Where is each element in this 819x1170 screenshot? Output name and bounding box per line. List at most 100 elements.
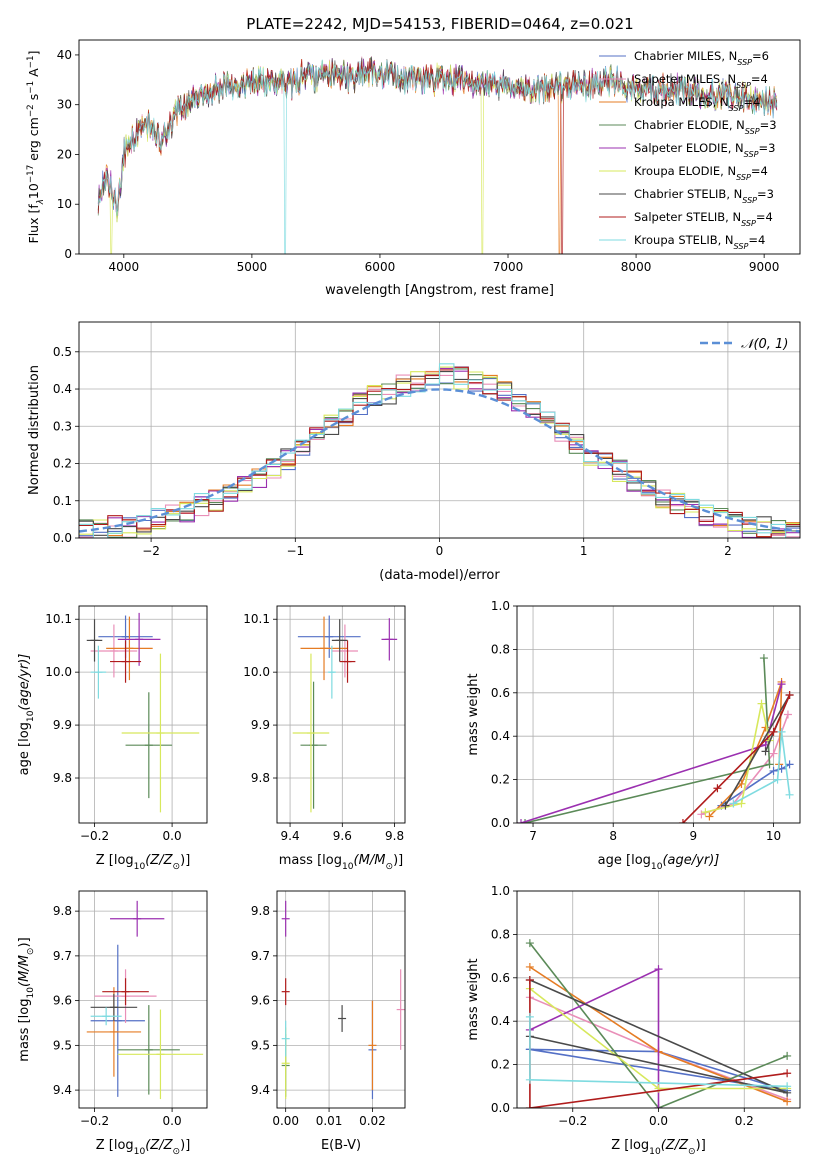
x-tick-label: 0 <box>436 544 444 558</box>
label-part: Kroupa MILES, N <box>634 95 729 109</box>
x-tick-label: 2 <box>724 544 732 558</box>
label-part: 10 <box>26 987 36 999</box>
data-point <box>705 812 714 821</box>
label-part: s <box>26 94 41 105</box>
y-tick-label: 30 <box>57 98 72 112</box>
label-part: SSP <box>745 127 760 136</box>
label-part: (M/M <box>354 853 386 868</box>
y-tick-label: 0.8 <box>491 927 510 941</box>
label-part: SSP <box>734 242 749 251</box>
label-part: Salpeter MILES, N <box>634 72 736 86</box>
chart-mass-vs-Z: −0.2 0.09.49.59.69.79.8Z [log10(Z/Z⊙)]mas… <box>17 890 208 1157</box>
legend-entry: Chabrier STELIB, NSSP=3 <box>634 187 774 205</box>
data-point <box>765 760 774 769</box>
label-part: =4 <box>743 95 760 109</box>
data-point <box>769 749 778 758</box>
x-tick-label: 9000 <box>749 260 780 274</box>
y-axis-label: mass [log10(M/M⊙)] <box>17 937 36 1061</box>
label-part: =4 <box>751 72 768 86</box>
axes-frame <box>276 890 406 1109</box>
label-part: Salpeter ELODIE, N <box>634 141 744 155</box>
y-tick-label: 40 <box>57 48 72 62</box>
label-part: Salpeter STELIB, N <box>634 210 741 224</box>
x-tick-label: 0.01 <box>316 1114 343 1128</box>
y-axis-label: mass weight <box>466 673 481 755</box>
figure-title: PLATE=2242, MJD=54153, FIBERID=0464, z=0… <box>246 15 633 33</box>
data-point <box>721 801 730 810</box>
histogram-group <box>79 363 800 538</box>
data-point <box>525 939 534 948</box>
label-part: Z [log <box>96 853 134 868</box>
data-point <box>783 710 792 719</box>
spectrum-series-group <box>97 56 778 254</box>
chart-spectrum: 4000 5000 6000 7000 8000 9000 0 10 20 30 40 Chabrie… <box>26 39 801 298</box>
y-axis-label: age [log10(age/yr)] <box>17 654 36 776</box>
x-tick-label: 9.6 <box>333 829 352 843</box>
data-point <box>785 690 794 699</box>
x-tick-label: 1 <box>580 544 588 558</box>
data-point <box>785 790 794 799</box>
legend-entry: Chabrier MILES, NSSP=6 <box>634 49 769 67</box>
y-tick-label: 0.3 <box>53 419 72 433</box>
label-part: ⊙ <box>688 1147 696 1157</box>
label-part: Z [log <box>96 1138 134 1153</box>
axes-frame <box>78 890 208 1109</box>
label-part: age [log <box>598 853 651 868</box>
y-tick-label: 10 <box>57 197 72 211</box>
label-part: SSP <box>729 104 744 113</box>
label-part: SSP <box>736 173 751 182</box>
label-part: =4 <box>756 210 773 224</box>
data-point <box>759 654 768 663</box>
label-part: )] <box>180 1138 190 1153</box>
y-tick-label: 0.2 <box>491 1058 510 1072</box>
errorbar-group <box>281 900 405 1100</box>
label-part: age [log <box>17 722 32 775</box>
data-point <box>525 962 534 971</box>
label-part: Z [log <box>611 1138 649 1153</box>
data-point <box>521 819 530 823</box>
label-part: λ <box>36 199 46 205</box>
y-tick-label: 9.8 <box>251 771 270 785</box>
series-line <box>733 731 791 805</box>
y-tick-label: 9.9 <box>251 718 270 732</box>
x-tick-label: 6000 <box>365 260 396 274</box>
errorbar-group <box>292 615 398 813</box>
axes-frame <box>276 605 406 824</box>
label-part: (Z/Z <box>661 1138 689 1153</box>
label-part: ] <box>26 51 41 56</box>
data-point <box>517 819 526 823</box>
legend-entry: Salpeter STELIB, NSSP=4 <box>634 210 773 228</box>
label-part: Chabrier MILES, N <box>634 49 737 63</box>
label-part: 10 <box>651 862 663 872</box>
label-part: 10 <box>134 1147 146 1157</box>
y-tick-label: 9.4 <box>53 1083 72 1097</box>
axes-frame <box>516 890 801 1109</box>
legend-entry: 𝒩(0, 1) <box>741 337 788 352</box>
data-point <box>525 1104 534 1108</box>
x-tick-label: 4000 <box>109 260 140 274</box>
y-tick-label: 0.4 <box>53 382 72 396</box>
label-part: −2 <box>26 104 36 117</box>
y-tick-label: 9.8 <box>53 904 72 918</box>
y-tick-label: 0.6 <box>491 971 510 985</box>
label-part: mass [log <box>279 853 342 868</box>
label-part: )] <box>180 853 190 868</box>
x-axis-label: age [log10(age/yr)] <box>598 853 720 872</box>
label-part: =6 <box>752 49 769 63</box>
label-part: −17 <box>26 165 36 183</box>
histogram-step <box>79 363 800 538</box>
spectrum-line <box>97 58 778 254</box>
data-point <box>773 775 782 784</box>
data-point <box>783 1051 792 1060</box>
data-point <box>729 799 738 808</box>
y-tick-label: 9.8 <box>53 771 72 785</box>
x-tick-label: 8 <box>609 829 617 843</box>
x-tick-label: 0.00 <box>272 1114 299 1128</box>
y-tick-label: 0.4 <box>491 1014 510 1028</box>
data-point <box>701 808 710 817</box>
x-tick-label: 0.0 <box>649 1114 668 1128</box>
y-tick-label: 10.1 <box>45 612 72 626</box>
y-tick-label: 0.0 <box>491 1101 510 1115</box>
x-tick-label: 10 <box>766 829 781 843</box>
y-tick-label: 9.8 <box>251 904 270 918</box>
